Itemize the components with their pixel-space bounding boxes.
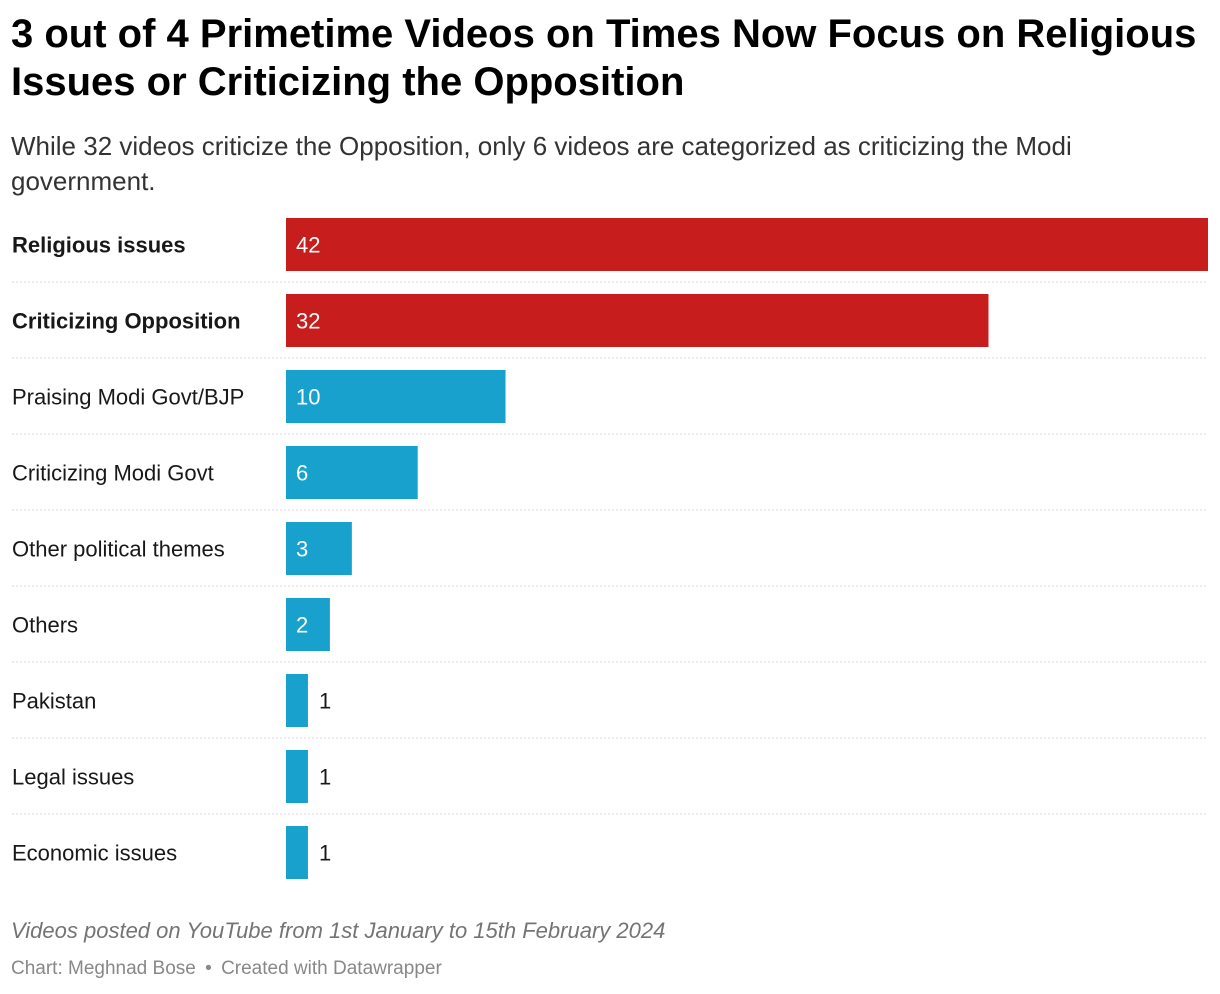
- category-label: Other political themes: [12, 537, 225, 562]
- bar: [286, 446, 418, 499]
- value-label: 2: [296, 613, 308, 638]
- bar: [286, 522, 352, 575]
- chart-source: Chart: Meghnad Bose • Created with Dataw…: [11, 958, 442, 980]
- bar-chart: Religious issues 42 Criticizing Opposition…: [12, 218, 1208, 879]
- value-label: 3: [296, 537, 308, 562]
- bar: [286, 218, 1208, 271]
- category-label: Criticizing Modi Govt: [12, 461, 214, 486]
- value-label: 10: [296, 385, 320, 410]
- value-label: 6: [296, 461, 308, 486]
- category-label: Legal issues: [12, 765, 134, 790]
- value-label: 42: [296, 233, 320, 258]
- chart-notes: Videos posted on YouTube from 1st Januar…: [11, 918, 666, 943]
- category-label: Praising Modi Govt/BJP: [12, 385, 244, 410]
- value-label: 32: [296, 309, 320, 334]
- category-label: Pakistan: [12, 689, 96, 714]
- category-label: Criticizing Opposition: [12, 309, 241, 334]
- chart-author: Chart: Meghnad Bose: [11, 958, 196, 979]
- category-label: Economic issues: [12, 841, 177, 866]
- chart-subtitle: While 32 videos criticize the Opposition…: [11, 131, 1072, 196]
- bar: [286, 598, 330, 651]
- value-label: 1: [319, 689, 331, 714]
- category-label: Religious issues: [12, 233, 186, 258]
- created-with-credit: Created with Datawrapper: [221, 958, 442, 979]
- category-label: Others: [12, 613, 78, 638]
- bar: [286, 294, 989, 347]
- value-label: 1: [319, 765, 331, 790]
- value-label: 1: [319, 841, 331, 866]
- bar: [286, 674, 308, 727]
- source-separator: •: [205, 958, 212, 979]
- bar: [286, 370, 506, 423]
- bar: [286, 750, 308, 803]
- chart-title: 3 out of 4 Primetime Videos on Times Now…: [11, 12, 1197, 104]
- bar: [286, 826, 308, 879]
